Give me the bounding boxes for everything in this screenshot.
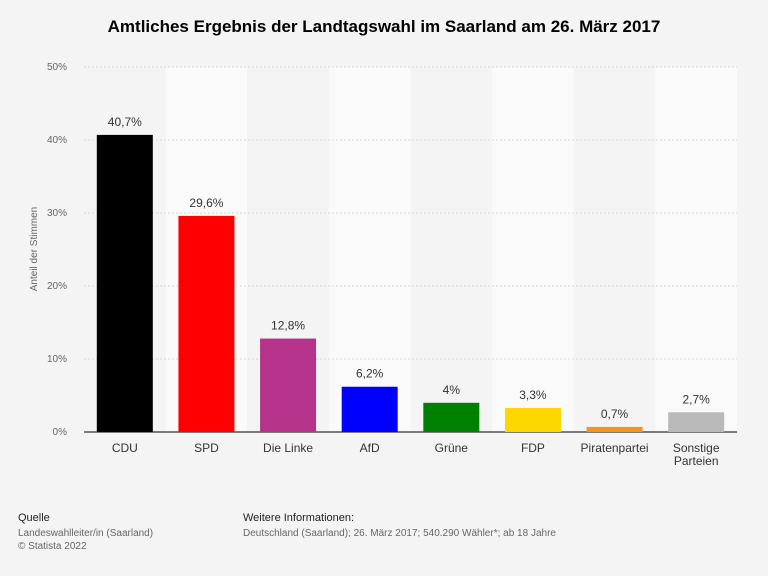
plot-band [410, 67, 493, 432]
data-label: 2,7% [683, 392, 711, 406]
bar-fdp[interactable] [504, 407, 561, 432]
bar-spd[interactable] [178, 215, 235, 432]
y-axis-label: Anteil der Stimmen [29, 207, 40, 291]
info-block: Weitere Informationen: Deutschland (Saar… [243, 512, 556, 540]
info-line: Deutschland (Saarland); 26. März 2017; 5… [243, 528, 556, 539]
y-tick-label: 40% [47, 135, 67, 146]
data-label: 29,6% [189, 196, 223, 210]
y-tick-label: 30% [47, 208, 67, 219]
y-tick-label: 10% [47, 354, 67, 365]
x-tick-label: FDP [521, 441, 545, 455]
bar-grüne[interactable] [423, 402, 480, 432]
chart-title: Amtliches Ergebnis der Landtagswahl im S… [107, 17, 661, 36]
bar-sonstige-parteien[interactable] [668, 412, 725, 432]
y-tick-label: 0% [53, 427, 68, 438]
plot-band [573, 67, 656, 432]
source-block: Quelle Landeswahlleiter/in (Saarland) © … [18, 512, 153, 553]
x-tick-label: CDU [112, 441, 138, 455]
x-tick-label: AfD [360, 441, 380, 455]
x-tick-label: SPD [194, 441, 219, 455]
plot-band [492, 67, 574, 432]
data-label: 4% [443, 383, 461, 397]
data-label: 12,8% [271, 319, 305, 333]
bar-cdu[interactable] [96, 134, 153, 432]
source-line: Landeswahlleiter/in (Saarland) [18, 528, 154, 539]
bar-die-linke[interactable] [260, 338, 317, 432]
plot-band [328, 67, 411, 432]
data-label: 3,3% [519, 388, 547, 402]
data-label: 40,7% [108, 115, 142, 129]
plot-band [655, 67, 737, 432]
bar-piratenpartei[interactable] [586, 426, 643, 432]
x-tick-label: Die Linke [263, 441, 313, 455]
copyright-line: © Statista 2022 [18, 541, 87, 552]
y-tick-label: 50% [47, 62, 67, 73]
bar-afd[interactable] [341, 386, 398, 432]
info-header: Weitere Informationen: [243, 512, 355, 524]
y-tick-label: 20% [47, 281, 67, 292]
source-header: Quelle [18, 512, 50, 524]
x-tick-label: Grüne [435, 441, 469, 455]
data-label: 6,2% [356, 367, 384, 381]
x-tick-label: Sonstige Parteien [673, 441, 720, 468]
x-tick-label: Piratenpartei [581, 441, 649, 455]
bar-chart: 0% 10% 20% 30% 40% 50% 40,7% 29,6% 12,8% 6,2% 4% 3… [29, 62, 737, 468]
data-label: 0,7% [601, 407, 629, 421]
